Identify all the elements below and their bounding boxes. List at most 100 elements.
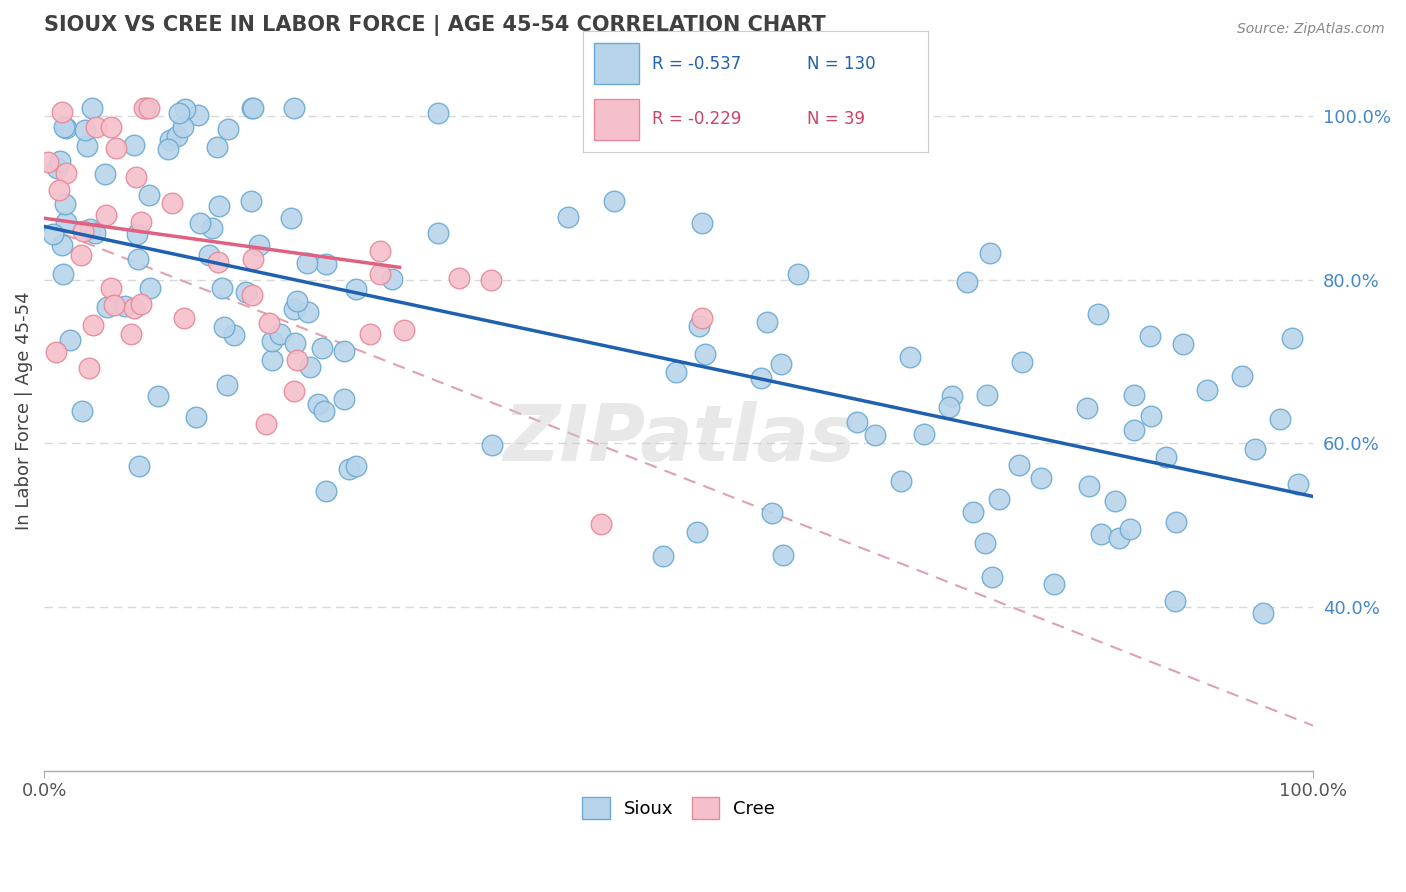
Point	[240, 288, 263, 302]
Text: N = 39: N = 39	[807, 110, 866, 128]
Point	[48, 183, 70, 197]
Point	[103, 298, 125, 312]
Point	[285, 293, 308, 308]
Point	[269, 327, 291, 342]
Point	[146, 389, 169, 403]
Point	[52, 267, 75, 281]
Point	[1108, 532, 1130, 546]
Point	[217, 122, 239, 136]
Point	[311, 341, 333, 355]
Point	[283, 384, 305, 399]
Point	[173, 311, 195, 326]
Point	[79, 221, 101, 235]
Y-axis label: In Labor Force | Age 45-54: In Labor Force | Age 45-54	[15, 292, 32, 530]
Point	[127, 252, 149, 266]
Point	[381, 272, 404, 286]
Text: N = 130: N = 130	[807, 54, 876, 73]
Point	[235, 285, 257, 300]
Point	[772, 549, 794, 563]
Point	[1154, 450, 1177, 464]
Point	[211, 280, 233, 294]
Point	[481, 438, 503, 452]
Point	[280, 211, 302, 225]
Point	[84, 120, 107, 135]
Point	[979, 245, 1001, 260]
Point	[135, 101, 157, 115]
Legend: Sioux, Cree: Sioux, Cree	[575, 790, 782, 827]
Point	[222, 327, 245, 342]
Point	[55, 120, 77, 135]
Point	[976, 387, 998, 401]
Point	[1078, 479, 1101, 493]
Text: ZIPatlas: ZIPatlas	[502, 401, 855, 477]
Point	[94, 167, 117, 181]
Point	[76, 139, 98, 153]
Point	[297, 256, 319, 270]
Point	[129, 297, 152, 311]
Point	[609, 129, 631, 144]
Point	[201, 220, 224, 235]
Point	[83, 226, 105, 240]
Point	[49, 153, 72, 168]
Point	[262, 334, 284, 349]
Point	[172, 120, 194, 134]
Point	[1122, 424, 1144, 438]
Point	[1232, 368, 1254, 383]
Point	[1171, 337, 1194, 351]
Point	[186, 108, 208, 122]
Point	[114, 299, 136, 313]
Point	[80, 101, 103, 115]
Point	[1123, 388, 1146, 402]
Point	[359, 326, 381, 341]
Text: R = -0.229: R = -0.229	[652, 110, 742, 128]
Point	[1164, 594, 1187, 608]
Point	[51, 237, 73, 252]
Point	[100, 120, 122, 134]
Point	[962, 505, 984, 519]
Point	[184, 410, 207, 425]
Point	[122, 301, 145, 315]
Point	[333, 392, 356, 406]
Point	[215, 378, 238, 392]
Point	[315, 257, 337, 271]
Point	[174, 102, 197, 116]
Point	[190, 216, 212, 230]
Point	[37, 155, 59, 169]
Point	[69, 248, 91, 262]
Point	[214, 320, 236, 334]
Point	[45, 344, 67, 359]
Point	[1119, 522, 1142, 536]
Point	[392, 323, 415, 337]
Point	[53, 120, 76, 135]
Point	[603, 194, 626, 209]
Point	[652, 549, 675, 563]
Point	[938, 400, 960, 414]
Point	[900, 350, 922, 364]
Point	[156, 142, 179, 156]
Point	[695, 347, 717, 361]
Point	[1076, 401, 1098, 416]
Point	[55, 166, 77, 180]
Point	[159, 133, 181, 147]
Point	[344, 458, 367, 473]
Point	[120, 327, 142, 342]
Point	[1008, 458, 1031, 472]
Point	[128, 458, 150, 473]
Point	[370, 244, 392, 258]
Point	[75, 122, 97, 136]
Point	[1251, 606, 1274, 620]
Point	[427, 105, 450, 120]
Point	[139, 281, 162, 295]
Point	[205, 140, 228, 154]
Point	[94, 209, 117, 223]
Point	[912, 426, 935, 441]
Point	[70, 403, 93, 417]
Point	[1270, 412, 1292, 426]
Point	[53, 197, 76, 211]
Point	[557, 210, 579, 224]
Point	[1011, 354, 1033, 368]
Point	[51, 105, 73, 120]
Point	[479, 273, 502, 287]
Point	[132, 101, 155, 115]
Point	[100, 281, 122, 295]
